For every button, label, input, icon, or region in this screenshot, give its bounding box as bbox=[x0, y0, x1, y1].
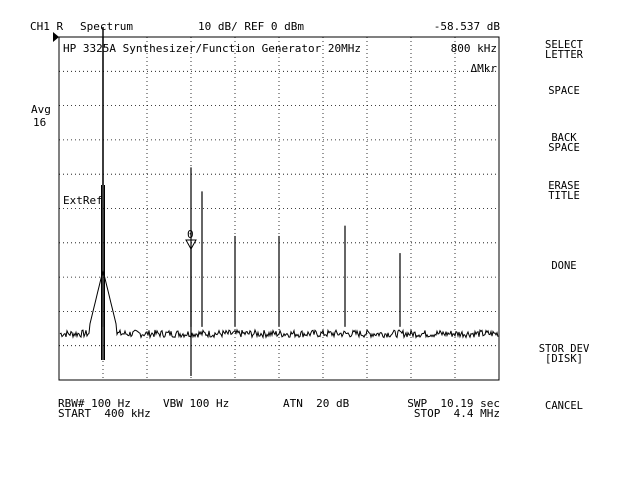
softkey-label-line1: BACK bbox=[551, 132, 577, 144]
softkey-label-line1: CANCEL bbox=[545, 400, 583, 412]
softkey-done[interactable]: DONE bbox=[508, 260, 620, 272]
softkey-cancel[interactable]: CANCEL bbox=[508, 400, 620, 412]
marker-frequency: 800 kHz bbox=[450, 42, 497, 55]
scale-label: 10 dB/ REF 0 dBm bbox=[198, 20, 304, 33]
softkey-label-line2: TITLE bbox=[548, 190, 580, 202]
delta-marker-label: ΔMkr bbox=[470, 62, 498, 75]
start-label: START 400 kHz bbox=[58, 407, 151, 420]
softkey-label-line2: [DISK] bbox=[545, 353, 583, 365]
noise-floor bbox=[59, 270, 499, 340]
vbw-label: VBW 100 Hz bbox=[163, 397, 230, 410]
softkey-back-space[interactable]: BACK SPACE bbox=[508, 132, 620, 154]
graticule bbox=[58, 36, 500, 381]
softkey-label-line1: SPACE bbox=[548, 85, 580, 97]
channel-label: CH1 R bbox=[30, 20, 64, 33]
marker-triangle bbox=[185, 239, 197, 251]
avg-label: Avg bbox=[31, 103, 51, 116]
avg-count: 16 bbox=[33, 116, 47, 129]
softkey-label-line2: LETTER bbox=[545, 49, 583, 61]
softkey-erase-title[interactable]: ERASE TITLE bbox=[508, 180, 620, 202]
softkey-stor-dev[interactable]: STOR DEV [DISK] bbox=[508, 343, 620, 365]
softkey-label-line2: SPACE bbox=[548, 142, 580, 154]
rbw-label: RBW# 100 Hz bbox=[58, 397, 131, 410]
softkey-label-line1: ERASE bbox=[548, 180, 580, 192]
extref-label: ExtRef bbox=[63, 194, 103, 207]
sweep-label: SWP 10.19 sec bbox=[407, 397, 500, 410]
spectrum-trace bbox=[59, 27, 499, 360]
markers bbox=[53, 32, 197, 376]
stop-label: STOP 4.4 MHz bbox=[413, 407, 500, 420]
marker-number: 0 bbox=[187, 228, 194, 241]
reference-level-arrow bbox=[53, 32, 59, 42]
softkey-label-line1: DONE bbox=[551, 260, 577, 272]
trace-title: HP 3325A Synthesizer/Function Generator … bbox=[63, 42, 362, 55]
atn-label: ATN 20 dB bbox=[283, 397, 350, 410]
mode-label: Spectrum bbox=[80, 20, 133, 33]
softkey-space[interactable]: SPACE bbox=[508, 85, 620, 97]
softkey-select-letter[interactable]: SELECT LETTER bbox=[508, 39, 620, 61]
softkey-label-line1: STOR DEV bbox=[538, 343, 590, 355]
marker-readout: -58.537 dB bbox=[433, 20, 500, 33]
softkey-label-line1: SELECT bbox=[545, 39, 583, 51]
